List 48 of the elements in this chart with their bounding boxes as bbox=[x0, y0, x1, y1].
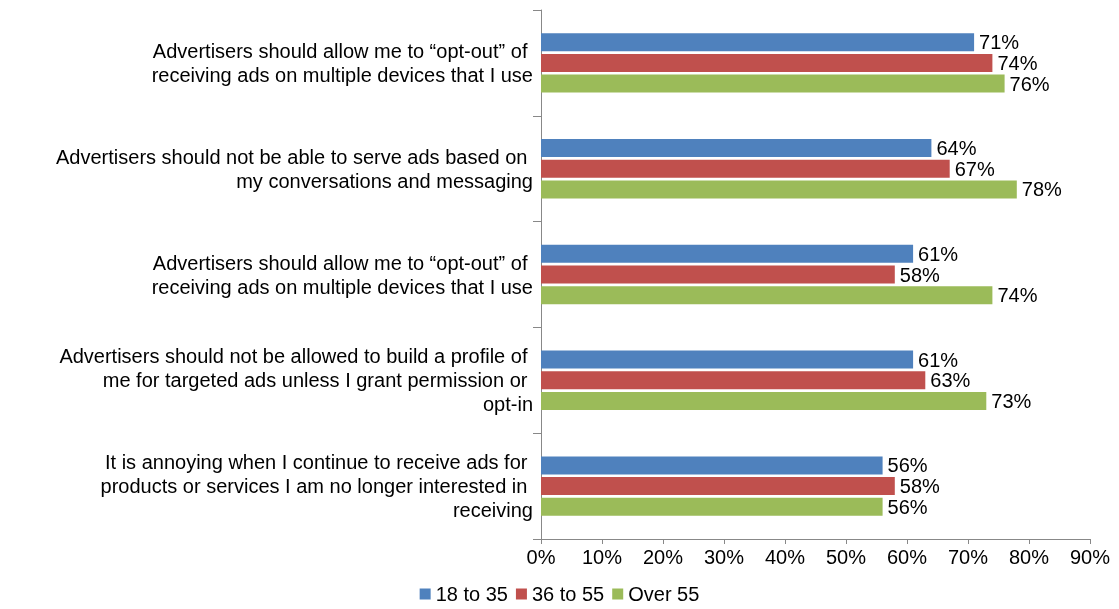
y-tick-label: Advertisers should allow me to “opt-out” of receiving ads on multiple devices that I use bbox=[151, 251, 533, 298]
bar bbox=[541, 33, 975, 52]
data-label: 56% bbox=[887, 495, 928, 518]
legend-label: Over 55 bbox=[628, 583, 700, 605]
data-label: 76% bbox=[1009, 72, 1050, 95]
bar bbox=[541, 74, 1005, 93]
legend-label: 36 to 55 bbox=[531, 583, 605, 605]
bar bbox=[541, 497, 883, 516]
data-label: 58% bbox=[899, 263, 941, 286]
legend-label: 18 to 35 bbox=[435, 583, 508, 605]
bar bbox=[541, 53, 993, 72]
data-label: 58% bbox=[899, 475, 941, 498]
y-tick-label: Advertisers should allow me to “opt-out” of receiving ads on multiple devices that I use bbox=[151, 39, 533, 86]
bar bbox=[541, 244, 914, 263]
x-tick-label: 70% bbox=[947, 546, 989, 568]
x-tick-label: 90% bbox=[1069, 546, 1111, 568]
data-label: 74% bbox=[997, 284, 1038, 307]
data-label: 73% bbox=[991, 390, 1032, 412]
bar bbox=[541, 371, 926, 390]
data-label: 67% bbox=[954, 157, 995, 180]
y-tick-label: Advertisers should not be allowed to build a profile of me for targeted ads unless I grant permission or opt-in bbox=[59, 345, 533, 416]
data-label: 64% bbox=[936, 137, 977, 159]
x-tick-label: 50% bbox=[825, 546, 867, 568]
bar bbox=[541, 477, 895, 496]
bar bbox=[541, 392, 987, 410]
bar bbox=[541, 265, 895, 284]
x-tick-label: 0% bbox=[526, 546, 556, 568]
bar bbox=[541, 350, 914, 369]
x-tick-label: 80% bbox=[1008, 546, 1050, 568]
data-label: 74% bbox=[997, 51, 1038, 74]
x-tick-label: 30% bbox=[703, 546, 745, 568]
data-label: 61% bbox=[918, 242, 959, 265]
bar bbox=[541, 286, 993, 305]
y-tick-label: It is annoying when I continue to receive ads for products or services I am no longer interested in receiving bbox=[100, 451, 533, 522]
data-label: 71% bbox=[979, 31, 1020, 54]
x-tick-label: 60% bbox=[886, 546, 928, 568]
data-label: 63% bbox=[930, 369, 971, 392]
bar bbox=[541, 456, 883, 475]
x-tick-label: 40% bbox=[764, 546, 806, 568]
data-label: 61% bbox=[918, 348, 959, 371]
x-tick-label: 10% bbox=[581, 546, 623, 568]
data-label: 56% bbox=[887, 454, 928, 477]
data-label: 78% bbox=[1021, 178, 1063, 201]
bar bbox=[541, 159, 950, 178]
x-tick-label: 20% bbox=[642, 546, 684, 568]
y-tick-label: Advertisers should not be able to serve ads based on my conversations and messaging bbox=[56, 145, 533, 192]
bar bbox=[541, 139, 932, 157]
bar bbox=[541, 180, 1017, 199]
